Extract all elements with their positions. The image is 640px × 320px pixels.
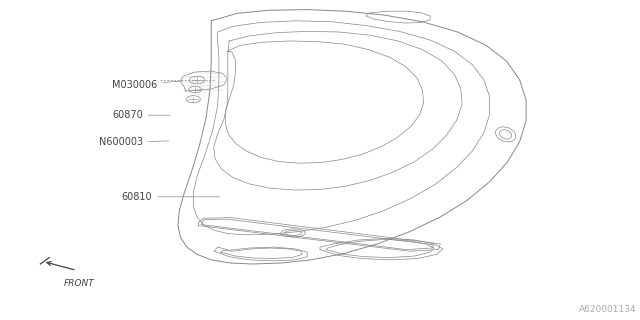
Text: M030006: M030006: [112, 80, 183, 90]
Text: 60810: 60810: [122, 192, 220, 202]
Text: A620001134: A620001134: [579, 305, 637, 314]
Text: 60870: 60870: [112, 110, 170, 120]
Text: FRONT: FRONT: [64, 279, 95, 288]
Text: N600003: N600003: [99, 137, 169, 148]
